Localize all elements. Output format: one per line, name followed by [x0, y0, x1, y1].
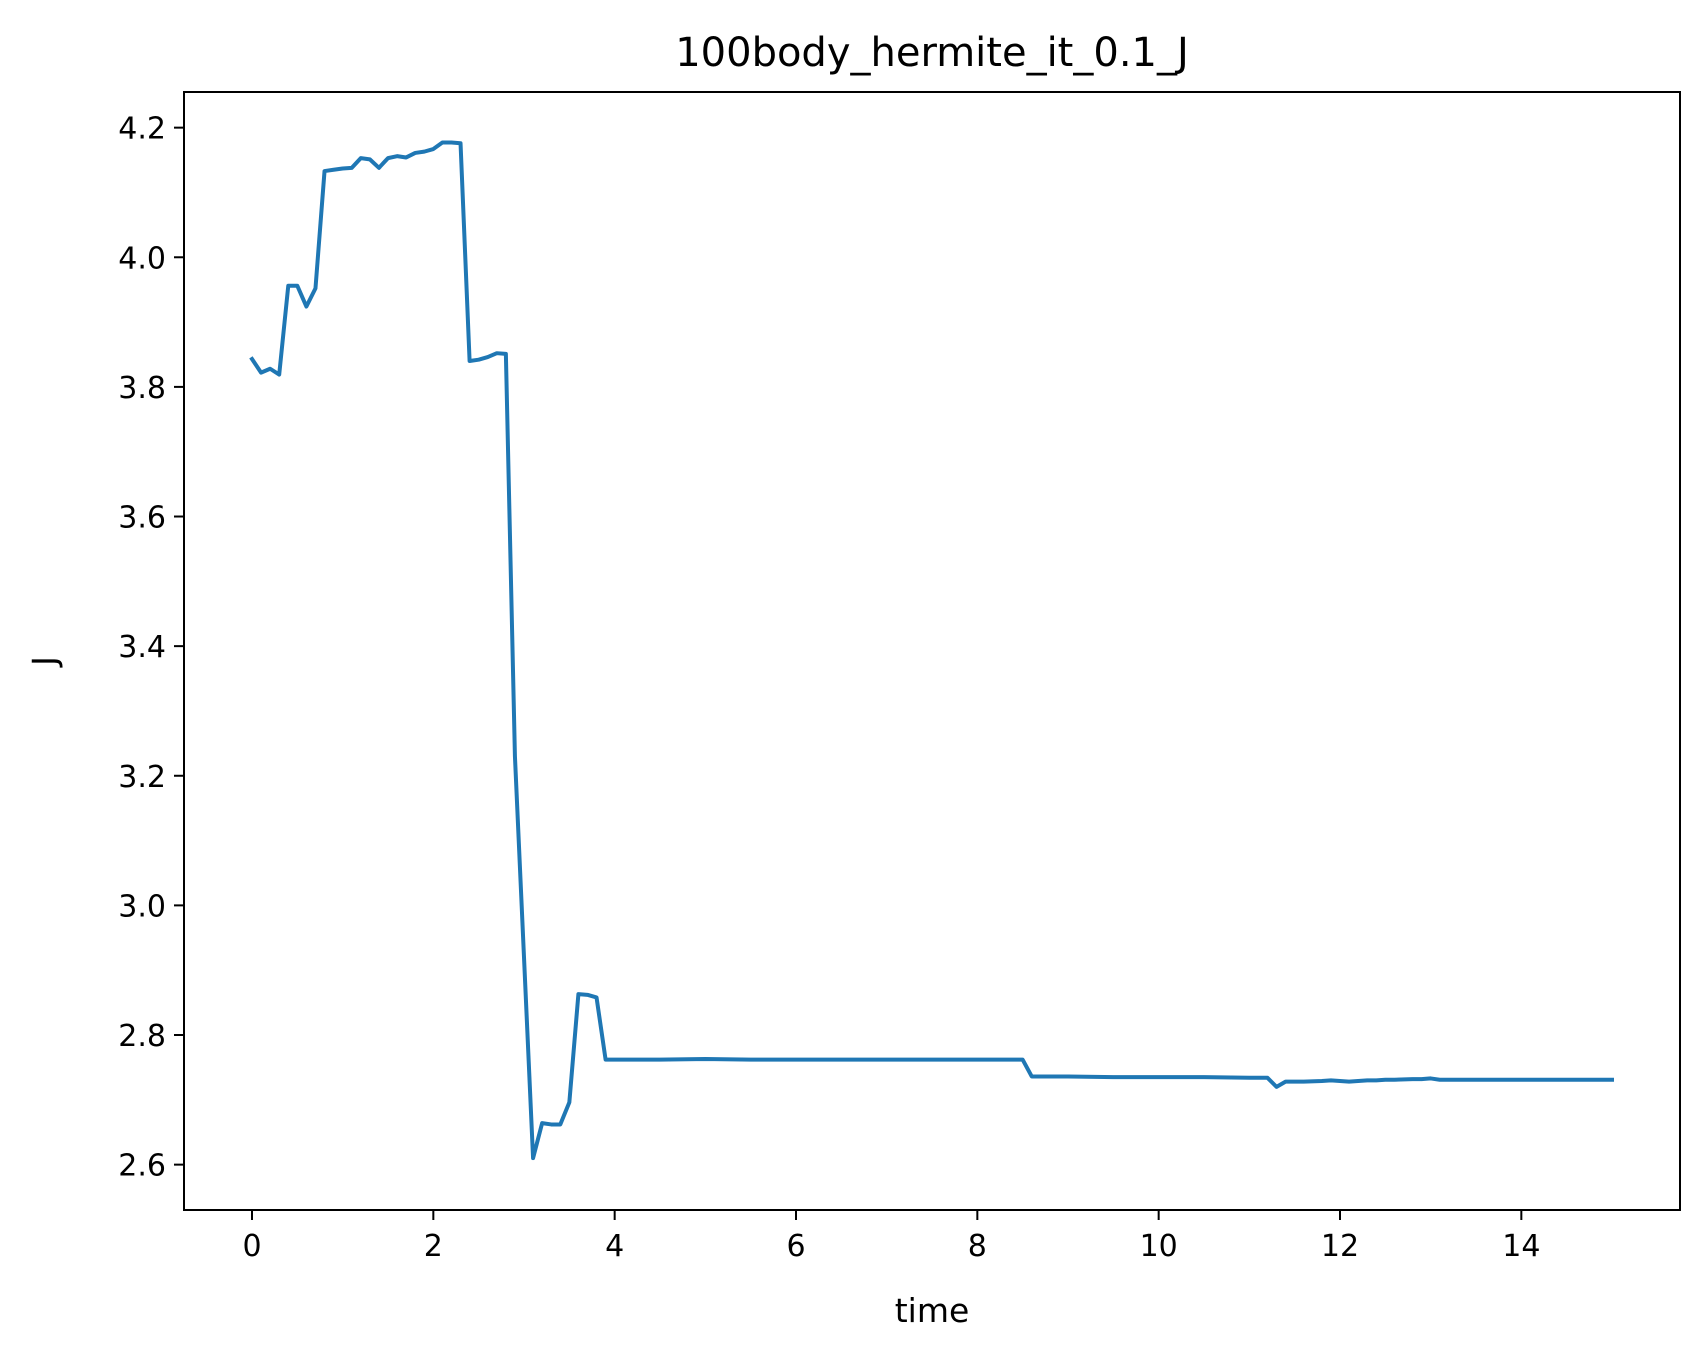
chart-title: 100body_hermite_it_0.1_J [675, 30, 1189, 76]
x-tick-label: 8 [968, 1229, 987, 1264]
y-tick-label: 3.6 [118, 501, 166, 536]
series-line [249, 140, 1614, 1161]
y-tick-label: 2.6 [118, 1149, 166, 1184]
plot-frame [183, 91, 1681, 1211]
x-tick-label: 14 [1502, 1229, 1540, 1264]
y-tick-label: 3.4 [118, 630, 166, 665]
y-tick-label: 4.0 [118, 241, 166, 276]
x-tick-label: 2 [424, 1229, 443, 1264]
x-tick-label: 6 [786, 1229, 805, 1264]
x-tick-label: 0 [242, 1229, 261, 1264]
x-tick-label: 10 [1140, 1229, 1178, 1264]
y-axis-label: J [25, 656, 64, 668]
series-group [249, 140, 1614, 1161]
plot-area [183, 91, 1681, 1211]
y-axis: 2.6 2.8 3.0 3.2 3.4 3.6 3.8 4.0 4.2 [118, 112, 184, 1184]
y-tick-label: 3.2 [118, 760, 166, 795]
x-axis-label: time [895, 1291, 970, 1330]
x-tick-label: 4 [605, 1229, 624, 1264]
y-tick-label: 4.2 [118, 112, 166, 147]
x-axis: 0 2 4 6 8 10 12 14 [242, 1210, 1540, 1264]
y-tick-label: 3.0 [118, 889, 166, 924]
y-tick-label: 3.8 [118, 371, 166, 406]
y-tick-label: 2.8 [118, 1019, 166, 1054]
x-tick-label: 12 [1321, 1229, 1359, 1264]
